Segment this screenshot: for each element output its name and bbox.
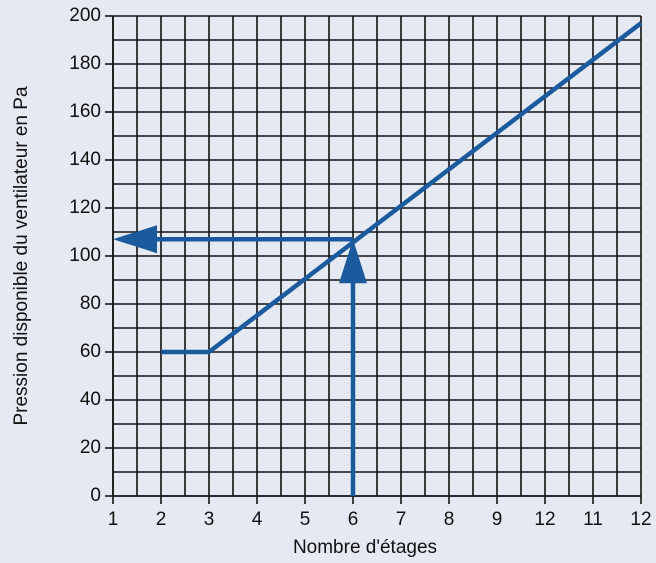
x-tick-label: 1 bbox=[108, 509, 119, 530]
y-tick-label: 80 bbox=[80, 293, 101, 314]
x-tick-label: 5 bbox=[300, 509, 311, 530]
arrow-head bbox=[339, 239, 367, 284]
x-tick-label: 4 bbox=[252, 509, 263, 530]
x-tick-label: 9 bbox=[492, 509, 503, 530]
y-tick-label: 200 bbox=[69, 5, 101, 26]
x-tick-label: 12 bbox=[630, 509, 651, 530]
y-axis-label: Pression disponible du ventilateur en Pa bbox=[11, 86, 32, 425]
x-tick-label: 3 bbox=[204, 509, 215, 530]
y-tick-label: 140 bbox=[69, 149, 101, 170]
y-tick-label: 160 bbox=[69, 101, 101, 122]
x-tick-label: 8 bbox=[444, 509, 455, 530]
x-tick-label: 11 bbox=[583, 509, 603, 530]
y-tick-label: 20 bbox=[80, 437, 101, 458]
y-tick-label: 40 bbox=[80, 389, 101, 410]
y-tick-label: 0 bbox=[90, 485, 101, 506]
y-tick-label: 60 bbox=[80, 341, 101, 362]
y-tick-label: 120 bbox=[69, 197, 101, 218]
x-axis-label: Nombre d'étages bbox=[293, 537, 437, 558]
x-tick-label: 2 bbox=[156, 509, 167, 530]
y-tick-label: 100 bbox=[69, 245, 101, 266]
x-tick-label: 7 bbox=[396, 509, 407, 530]
y-tick-label: 180 bbox=[69, 53, 101, 74]
x-tick-label: 12 bbox=[534, 509, 555, 530]
x-tick-label: 6 bbox=[348, 509, 359, 530]
data-line bbox=[161, 21, 643, 355]
arrow-head bbox=[113, 225, 157, 254]
